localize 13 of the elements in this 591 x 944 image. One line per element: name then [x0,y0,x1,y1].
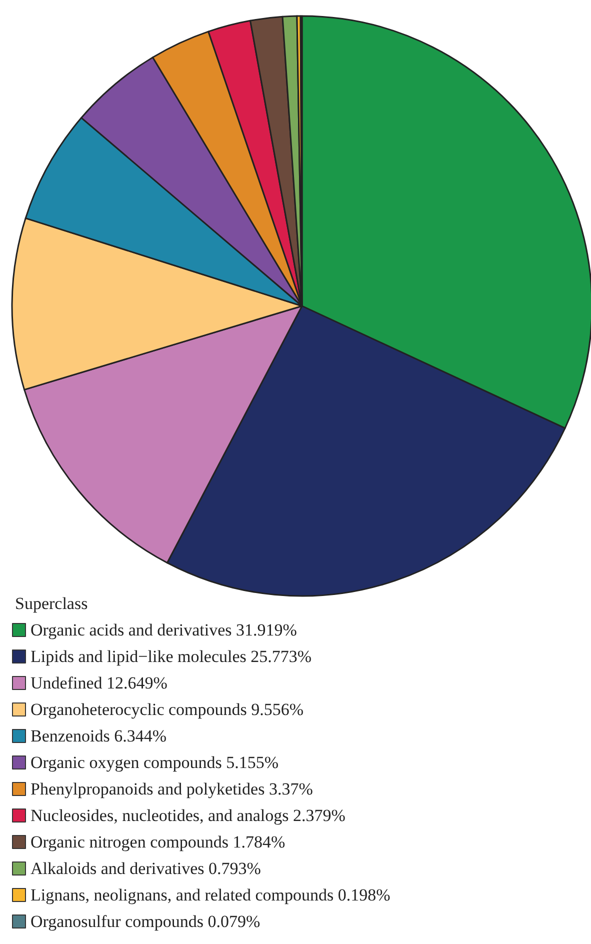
legend-label: Benzenoids 6.344% [30,726,166,746]
legend-label: Lipids and lipid−like molecules 25.773% [30,647,312,666]
legend-label: Phenylpropanoids and polyketides 3.37% [30,780,313,798]
legend-title: Superclass [15,594,88,613]
legend-label: Organic nitrogen compounds 1.784% [30,832,286,852]
legend-label: Organic acids and derivatives 31.919% [30,620,297,640]
legend-label: Alkaloids and derivatives 0.793% [30,859,261,878]
legend-label: Organic oxygen compounds 5.155% [30,753,279,772]
legend-label: Organosulfur compounds 0.079% [30,912,260,931]
legend-label: Undefined 12.649% [30,674,168,692]
legend-label: Organoheterocyclic compounds 9.556% [30,700,304,719]
legend-label: Nucleosides, nucleotides, and analogs 2.379% [30,806,346,825]
legend-label: Lignans, neolignans, and related compounds 0.198% [30,886,390,904]
